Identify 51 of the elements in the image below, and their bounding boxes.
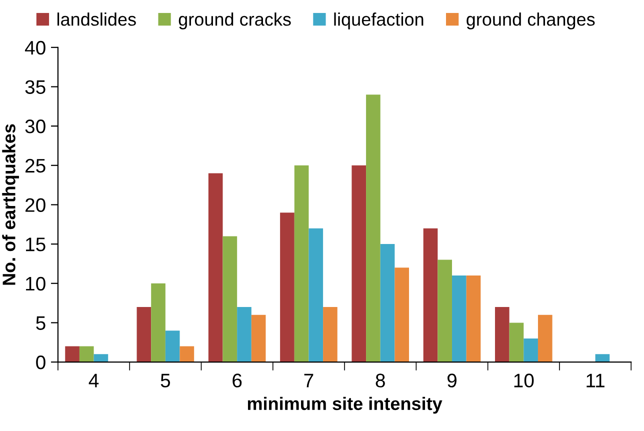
bar	[222, 236, 238, 362]
bar	[165, 330, 180, 362]
bar	[394, 268, 410, 362]
bar	[466, 276, 481, 362]
y-tick-label: 25	[26, 158, 46, 173]
bar	[538, 314, 552, 362]
y-tick-label: 40	[24, 40, 46, 55]
legend-label: ground cracks	[178, 12, 291, 30]
y-tick-label: 35	[25, 80, 46, 94]
x-tick-label: 5	[160, 374, 170, 388]
bar	[79, 346, 94, 362]
bar	[180, 346, 194, 362]
bar	[294, 165, 309, 362]
bar	[438, 260, 452, 362]
bar	[380, 244, 395, 362]
bar	[94, 354, 108, 362]
x-tick-label: 6	[232, 374, 242, 388]
bar	[208, 173, 223, 362]
bar	[308, 228, 324, 362]
x-tick-label: 7	[304, 374, 314, 388]
y-tick-label: 10	[26, 276, 46, 291]
bar	[595, 354, 610, 362]
bar	[323, 306, 338, 362]
x-tick-label: 8	[376, 374, 385, 388]
x-tick-label: 4	[88, 374, 99, 388]
bar	[136, 306, 152, 362]
legend-label: liquefaction	[334, 12, 424, 30]
y-tick-label: 0	[36, 356, 46, 370]
bar	[237, 306, 252, 362]
bar	[280, 212, 294, 362]
bar	[251, 314, 266, 362]
bar	[452, 276, 466, 362]
bar	[423, 228, 438, 362]
x-axis-title: minimum site intensity	[248, 396, 442, 414]
y-tick-label: 30	[25, 120, 46, 134]
legend-label: landslides	[57, 12, 136, 26]
x-tick-label: 10	[514, 374, 534, 388]
bar	[494, 306, 510, 362]
bar	[524, 338, 538, 362]
bar	[366, 94, 380, 362]
y-tick-label: 15	[26, 238, 46, 252]
bar	[151, 283, 166, 362]
y-axis-title: No. of earthquakes	[2, 124, 19, 285]
x-tick-label: 9	[448, 374, 456, 388]
legend-label: ground changes	[466, 12, 595, 30]
y-tick-label: 5	[36, 316, 46, 330]
y-tick-label: 20	[26, 198, 46, 212]
bar	[65, 346, 80, 362]
bar	[352, 165, 366, 362]
bar	[509, 322, 524, 362]
x-tick-label: 11	[586, 374, 604, 388]
